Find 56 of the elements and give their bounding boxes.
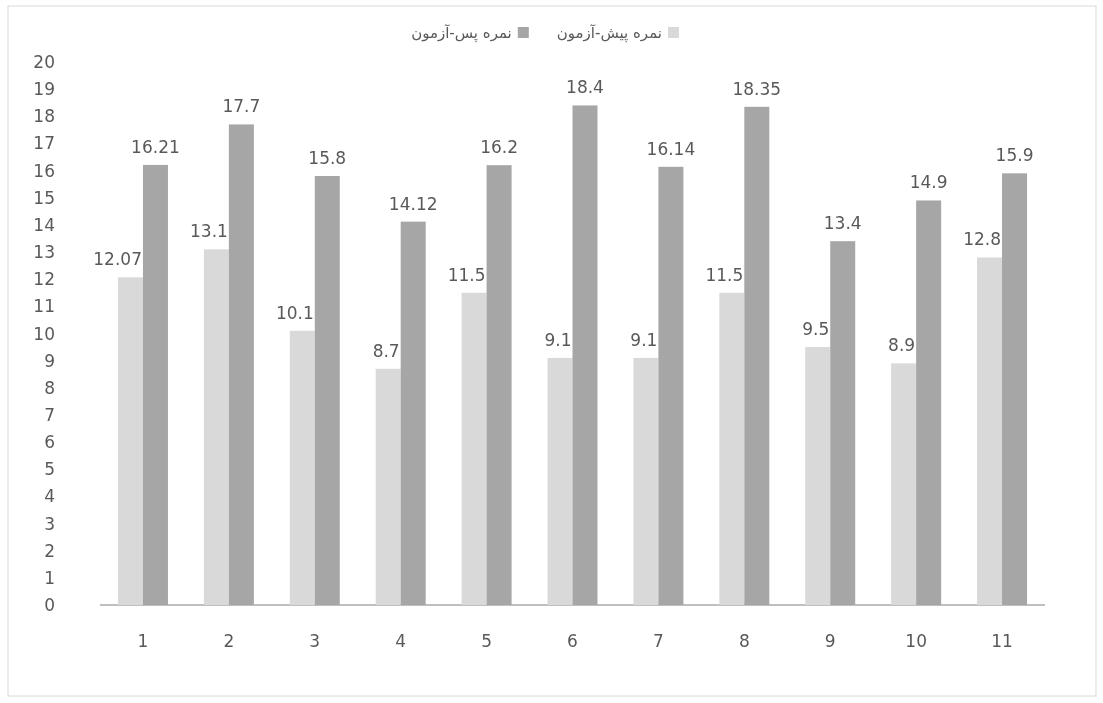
x-tick-label: 2 xyxy=(223,631,235,651)
data-label: 13.4 xyxy=(823,213,862,234)
x-tick-label: 7 xyxy=(653,631,664,651)
y-tick-label: 19 xyxy=(33,79,55,100)
data-label: 15.8 xyxy=(308,148,347,169)
y-tick-label: 20 xyxy=(33,52,55,72)
data-label: 15.9 xyxy=(995,145,1034,166)
y-tick-label: 17 xyxy=(33,133,55,154)
y-tick-label: 11 xyxy=(33,296,55,317)
y-tick-label: 2 xyxy=(44,540,55,561)
data-label: 16.14 xyxy=(646,138,696,159)
y-tick-label: 4 xyxy=(44,486,55,507)
data-label: 10.1 xyxy=(275,302,314,323)
y-tick-label: 14 xyxy=(33,214,55,235)
data-label: 14.9 xyxy=(909,172,948,193)
y-tick-label: 1 xyxy=(44,567,55,588)
y-tick-label: 8 xyxy=(44,377,55,398)
x-tick-label: 3 xyxy=(309,631,321,651)
y-tick-label: 7 xyxy=(44,404,55,425)
y-tick-label: 3 xyxy=(44,513,55,534)
y-tick-label: 0 xyxy=(44,595,55,615)
data-label: 12.07 xyxy=(93,249,142,270)
y-tick-label: 12 xyxy=(33,269,55,290)
data-label: 9.5 xyxy=(802,319,830,340)
x-tick-label: 9 xyxy=(824,631,836,651)
y-tick-label: 15 xyxy=(33,187,55,208)
data-label: 14.12 xyxy=(388,193,438,214)
y-tick-label: 18 xyxy=(33,106,55,127)
data-label: 11.5 xyxy=(447,264,486,285)
data-label: 8.7 xyxy=(372,340,400,361)
x-tick-label: 10 xyxy=(905,631,927,651)
data-label: 8.9 xyxy=(888,335,916,356)
data-label: 16.2 xyxy=(480,137,519,158)
x-tick-label: 4 xyxy=(395,631,407,651)
data-label: 17.7 xyxy=(222,96,261,117)
data-label: 18.35 xyxy=(732,78,782,99)
data-label: 9.1 xyxy=(544,329,572,350)
x-tick-label: 5 xyxy=(481,631,492,651)
data-label: 9.1 xyxy=(630,329,658,350)
data-label: 11.5 xyxy=(705,264,744,285)
legend-label: نمره پیش-آزمون xyxy=(556,24,662,43)
y-tick-label: 10 xyxy=(33,323,55,344)
legend-label: نمره پس-آزمون xyxy=(411,24,512,43)
y-tick-label: 9 xyxy=(44,350,55,371)
y-tick-label: 16 xyxy=(33,160,55,181)
x-tick-label: 1 xyxy=(137,631,149,651)
data-label: 12.8 xyxy=(963,229,1002,250)
y-tick-label: 6 xyxy=(44,432,55,453)
y-tick-label: 13 xyxy=(33,242,55,263)
data-label: 13.1 xyxy=(190,221,228,242)
y-tick-label: 5 xyxy=(44,459,55,480)
data-label: 18.4 xyxy=(566,77,604,98)
data-label: 16.21 xyxy=(131,136,180,157)
x-tick-label: 11 xyxy=(991,631,1013,651)
x-tick-label: 6 xyxy=(567,631,578,651)
x-tick-label: 8 xyxy=(738,631,750,651)
